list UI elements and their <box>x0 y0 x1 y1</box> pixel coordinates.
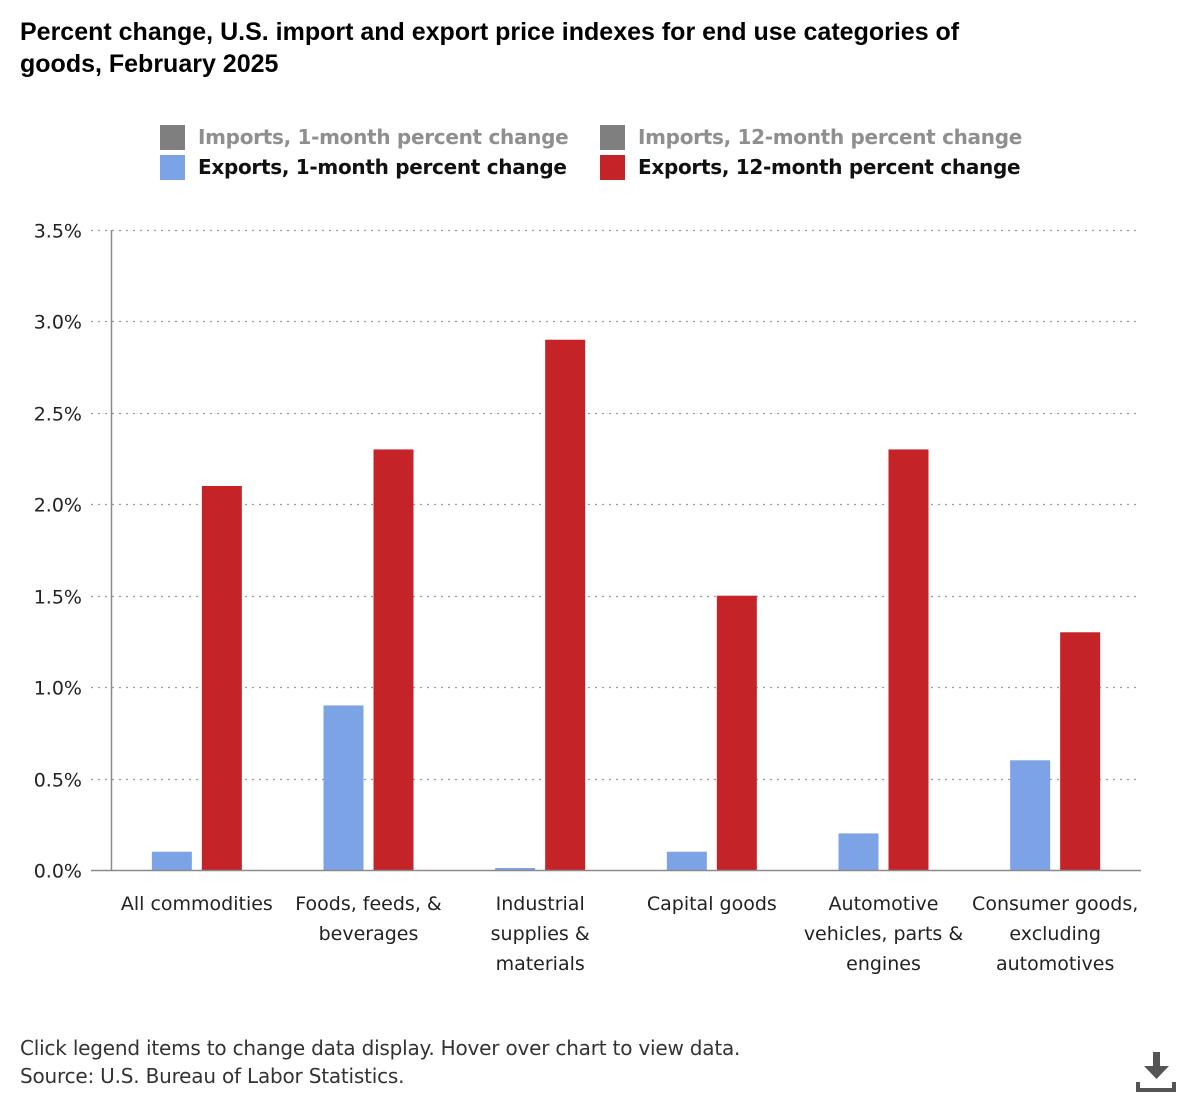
bar-exports-1-month-percent-change-3 <box>666 851 707 870</box>
bar-exports-1-month-percent-change-5 <box>1010 760 1051 870</box>
legend-swatch-imports-12-month <box>600 124 625 150</box>
bar-exports-1-month-percent-change-0 <box>151 851 192 870</box>
bar-exports-12-month-percent-change-1 <box>373 449 414 870</box>
x-tick-label-line: supplies & <box>491 923 590 945</box>
x-tick-label: Industrial supplies & materials <box>491 893 590 975</box>
chart-legend: Imports, 1-month percent change Imports,… <box>160 124 1060 184</box>
x-tick-label-line: Industrial <box>496 893 585 915</box>
chart-title: Percent change, U.S. import and export p… <box>20 16 1170 80</box>
x-tick-label: All commodities <box>121 893 273 915</box>
x-axis: All commodities Foods, feeds, & beverages I… <box>91 869 1141 975</box>
download-icon <box>1136 1052 1176 1092</box>
y-tick-label: 0.5% <box>34 770 82 792</box>
chart-title-line-1: Percent change, U.S. import and export p… <box>20 18 960 46</box>
legend-item-exports-1-month[interactable]: Exports, 1-month percent change <box>160 154 567 180</box>
x-tick-label-line: All commodities <box>121 893 273 915</box>
y-tick-label: 3.5% <box>34 221 82 243</box>
x-tick-label-line: Capital goods <box>647 893 777 915</box>
legend-item-imports-1-month[interactable]: Imports, 1-month percent change <box>160 124 569 150</box>
y-tick-label: 0.0% <box>34 861 82 883</box>
bar-exports-1-month-percent-change-1 <box>323 705 364 870</box>
bar-exports-12-month-percent-change-4 <box>888 449 929 870</box>
x-tick-label-line: vehicles, parts & <box>804 923 964 945</box>
y-tick-label: 1.0% <box>34 678 82 700</box>
gridlines <box>91 229 1141 781</box>
legend-swatch-exports-12-month <box>600 154 625 180</box>
x-tick-label-line: automotives <box>996 953 1114 975</box>
bar-exports-12-month-percent-change-3 <box>716 595 757 870</box>
x-tick-label-line: beverages <box>319 923 419 945</box>
footer-note: Click legend items to change data displa… <box>20 1036 741 1060</box>
y-tick-label: 1.5% <box>34 587 82 609</box>
bars <box>151 339 1101 870</box>
x-tick-label: Consumer goods, excluding automotives <box>972 893 1138 975</box>
chart-title-line-2: goods, February 2025 <box>20 50 279 78</box>
bar-exports-1-month-percent-change-4 <box>838 833 879 870</box>
legend-label-exports-1-month: Exports, 1-month percent change <box>198 155 567 179</box>
footer-source: Source: U.S. Bureau of Labor Statistics. <box>20 1064 405 1088</box>
legend-swatch-exports-1-month <box>160 154 185 180</box>
y-axis: 0.0% 0.5% 1.0% 1.5% 2.0% 2.5% 3.0% 3.5% <box>34 221 113 883</box>
legend-label-exports-12-month: Exports, 12-month percent change <box>638 155 1021 179</box>
bar-exports-12-month-percent-change-0 <box>201 486 242 870</box>
x-tick-label: Capital goods <box>647 893 777 915</box>
bar-chart[interactable]: 0.0% 0.5% 1.0% 1.5% 2.0% 2.5% 3.0% 3.5% All com… <box>0 200 1200 1000</box>
x-tick-label-line: Consumer goods, <box>972 893 1138 915</box>
x-tick-label-line: excluding <box>1009 923 1100 945</box>
y-tick-label: 2.0% <box>34 495 82 517</box>
x-tick-label: Foods, feeds, & beverages <box>295 893 442 945</box>
legend-label-imports-12-month: Imports, 12-month percent change <box>638 125 1022 149</box>
y-tick-label: 2.5% <box>34 404 82 426</box>
chart-footer: Click legend items to change data displa… <box>20 1034 740 1090</box>
legend-item-exports-12-month[interactable]: Exports, 12-month percent change <box>600 154 1021 180</box>
bar-exports-12-month-percent-change-2 <box>545 339 586 870</box>
x-tick-label-line: materials <box>496 953 585 975</box>
x-tick-label-line: engines <box>846 953 921 975</box>
download-button[interactable] <box>1134 1050 1178 1094</box>
bar-exports-12-month-percent-change-5 <box>1060 632 1101 870</box>
y-tick-label: 3.0% <box>34 312 82 334</box>
legend-label-imports-1-month: Imports, 1-month percent change <box>198 125 569 149</box>
legend-swatch-imports-1-month <box>160 124 185 150</box>
x-tick-label-line: Automotive <box>829 893 939 915</box>
x-tick-label: Automotive vehicles, parts & engines <box>804 893 964 975</box>
x-tick-label-line: Foods, feeds, & <box>295 893 442 915</box>
bar-exports-1-month-percent-change-2 <box>495 868 536 870</box>
legend-item-imports-12-month[interactable]: Imports, 12-month percent change <box>600 124 1022 150</box>
